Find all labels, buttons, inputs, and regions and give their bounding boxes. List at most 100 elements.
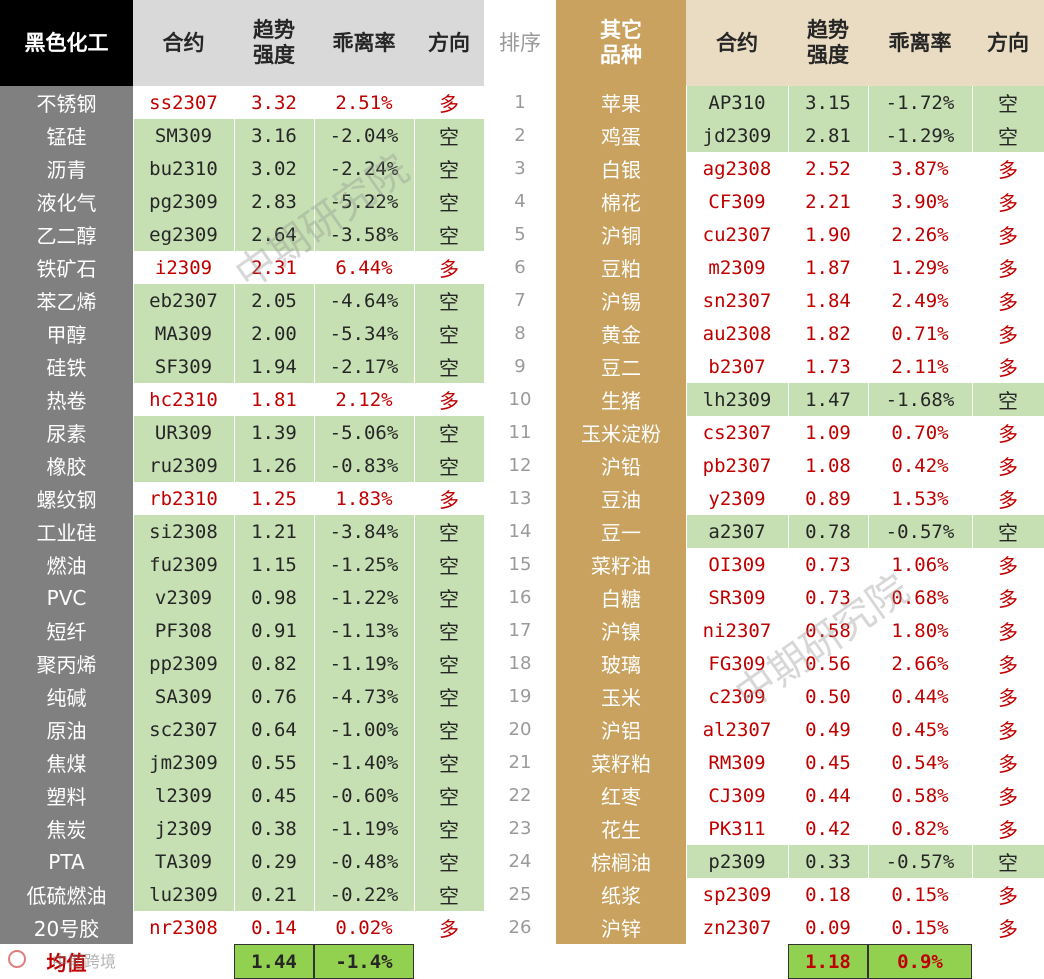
right-row-contract: cu2307 (686, 218, 788, 251)
left-row-name: PTA (0, 845, 133, 878)
right-row-strength: 0.44 (788, 779, 868, 812)
right-row-direction: 多 (972, 647, 1044, 680)
right-row-strength: 0.09 (788, 911, 868, 944)
right-row-direction: 空 (972, 383, 1044, 416)
footer-blank (686, 944, 788, 979)
right-row-strength: 0.45 (788, 746, 868, 779)
right-row-deviation: 0.54% (868, 746, 972, 779)
rank-number: 11 (484, 416, 556, 449)
right-row-contract: sn2307 (686, 284, 788, 317)
right-row-name: 沪锌 (556, 911, 686, 944)
right-row-contract: a2307 (686, 515, 788, 548)
right-row-name: 豆油 (556, 482, 686, 515)
right-row-contract: b2307 (686, 350, 788, 383)
rank-number: 18 (484, 647, 556, 680)
column-divider (133, 86, 134, 944)
right-row-direction: 多 (972, 779, 1044, 812)
left-row-strength: 2.00 (234, 317, 314, 350)
right-row-name: 棕榈油 (556, 845, 686, 878)
footer-left-avg-deviation: -1.4% (314, 944, 414, 979)
footer-blank (556, 944, 686, 979)
left-row-name: 聚丙烯 (0, 647, 133, 680)
right-row-strength: 1.82 (788, 317, 868, 350)
left-row-name: 焦煤 (0, 746, 133, 779)
header-left-category: 黑色化工 (0, 0, 133, 86)
left-row-direction: 空 (414, 152, 484, 185)
left-row-strength: 0.98 (234, 581, 314, 614)
column-divider (868, 86, 869, 944)
left-row-deviation: -3.58% (314, 218, 414, 251)
left-row-deviation: -1.25% (314, 548, 414, 581)
right-row-direction: 多 (972, 416, 1044, 449)
left-row-strength: 0.55 (234, 746, 314, 779)
column-divider (234, 86, 235, 944)
footer-blank (133, 944, 234, 979)
rank-number: 4 (484, 185, 556, 218)
left-row-direction: 空 (414, 680, 484, 713)
right-row-name: 白糖 (556, 581, 686, 614)
right-row-name: 花生 (556, 812, 686, 845)
right-row-deviation: 1.80% (868, 614, 972, 647)
rank-number: 17 (484, 614, 556, 647)
left-row-name: 液化气 (0, 185, 133, 218)
right-row-deviation: 2.26% (868, 218, 972, 251)
right-row-contract: cs2307 (686, 416, 788, 449)
left-row-deviation: -5.06% (314, 416, 414, 449)
left-row-strength: 3.02 (234, 152, 314, 185)
right-row-contract: c2309 (686, 680, 788, 713)
right-row-deviation: 0.58% (868, 779, 972, 812)
right-row-deviation: 0.68% (868, 581, 972, 614)
left-row-name: 低硫燃油 (0, 878, 133, 911)
left-row-strength: 3.16 (234, 119, 314, 152)
right-row-strength: 0.73 (788, 581, 868, 614)
footer-blank (484, 944, 556, 979)
left-row-direction: 空 (414, 185, 484, 218)
right-row-direction: 多 (972, 317, 1044, 350)
header-left-deviation: 乖离率 (314, 0, 414, 86)
left-row-contract: i2309 (133, 251, 234, 284)
left-row-contract: nr2308 (133, 911, 234, 944)
right-row-name: 玉米淀粉 (556, 416, 686, 449)
left-row-name: 橡胶 (0, 449, 133, 482)
right-row-contract: FG309 (686, 647, 788, 680)
rank-number: 5 (484, 218, 556, 251)
right-row-direction: 多 (972, 548, 1044, 581)
left-row-contract: SM309 (133, 119, 234, 152)
right-row-name: 白银 (556, 152, 686, 185)
right-row-deviation: 2.49% (868, 284, 972, 317)
right-row-deviation: -1.68% (868, 383, 972, 416)
right-row-direction: 空 (972, 845, 1044, 878)
left-row-deviation: 0.02% (314, 911, 414, 944)
rank-number: 10 (484, 383, 556, 416)
right-row-deviation: 0.45% (868, 713, 972, 746)
left-row-name: 20号胶 (0, 911, 133, 944)
right-row-deviation: 0.42% (868, 449, 972, 482)
left-row-direction: 空 (414, 746, 484, 779)
left-row-strength: 0.76 (234, 680, 314, 713)
rank-number: 21 (484, 746, 556, 779)
right-row-name: 沪铝 (556, 713, 686, 746)
right-row-strength: 1.08 (788, 449, 868, 482)
header-right-category: 其它 品种 (556, 0, 686, 86)
left-row-direction: 空 (414, 845, 484, 878)
rank-number: 1 (484, 86, 556, 119)
right-row-deviation: 0.15% (868, 911, 972, 944)
left-row-deviation: 2.51% (314, 86, 414, 119)
right-row-strength: 1.09 (788, 416, 868, 449)
rank-number: 13 (484, 482, 556, 515)
footer-right-avg-strength: 1.18 (788, 944, 868, 979)
left-row-name: 短纤 (0, 614, 133, 647)
left-row-name: 沥青 (0, 152, 133, 185)
rank-number: 7 (484, 284, 556, 317)
left-row-strength: 1.25 (234, 482, 314, 515)
right-row-contract: al2307 (686, 713, 788, 746)
left-row-deviation: -0.60% (314, 779, 414, 812)
left-row-direction: 空 (414, 317, 484, 350)
right-row-strength: 1.84 (788, 284, 868, 317)
left-row-name: 锰硅 (0, 119, 133, 152)
right-row-strength: 1.73 (788, 350, 868, 383)
left-row-strength: 3.32 (234, 86, 314, 119)
left-row-direction: 空 (414, 416, 484, 449)
left-row-deviation: -1.40% (314, 746, 414, 779)
left-row-deviation: -1.22% (314, 581, 414, 614)
